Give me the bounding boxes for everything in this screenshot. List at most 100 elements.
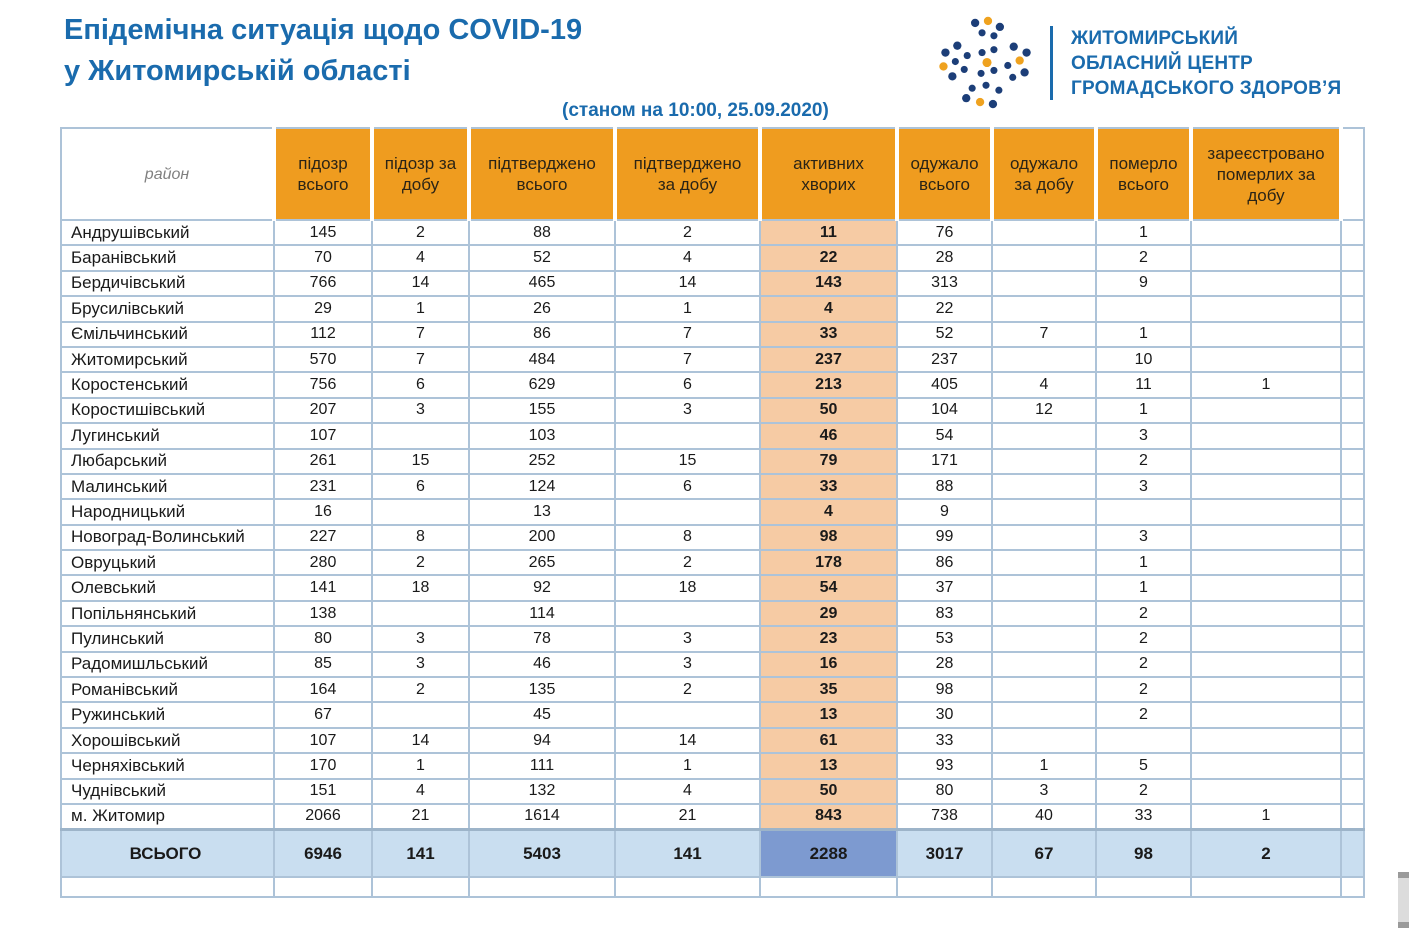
active-cases-cell: 13: [759, 752, 898, 780]
sliver-cell: [1340, 472, 1365, 501]
value-cell: 4: [614, 777, 761, 805]
org-name: ЖИТОМИРСЬКИЙ ОБЛАСНИЙ ЦЕНТР ГРОМАДСЬКОГО…: [1071, 26, 1341, 101]
sliver-cell: [1340, 218, 1365, 247]
value-cell: 29: [273, 295, 373, 323]
value-cell: 4: [371, 244, 470, 272]
org-logo: ЖИТОМИРСЬКИЙ ОБЛАСНИЙ ЦЕНТР ГРОМАДСЬКОГО…: [936, 16, 1341, 110]
sliver-cell: [1340, 650, 1365, 679]
active-cases-cell: 50: [759, 396, 898, 425]
value-cell: 756: [273, 371, 373, 399]
value-cell: 46: [468, 650, 616, 679]
column-header: підтверджено всього: [467, 127, 617, 221]
value-cell: 265: [468, 549, 616, 577]
vertical-scrollbar[interactable]: [1398, 872, 1409, 928]
value-cell: 2: [371, 549, 470, 577]
region-cell: Хорошівський: [60, 726, 275, 755]
value-cell: 18: [614, 574, 761, 602]
value-cell: [1190, 726, 1342, 755]
value-cell: 227: [273, 523, 373, 552]
value-cell: 3: [614, 650, 761, 679]
value-cell: [371, 701, 470, 729]
value-cell: [371, 599, 470, 628]
value-cell: 80: [896, 777, 993, 805]
value-cell: 261: [273, 447, 373, 475]
table-row: Ємільчинський 112 7 86 7 33 52 7 1: [60, 320, 1365, 348]
column-header-sliver: [1340, 127, 1365, 221]
value-cell: 313: [896, 269, 993, 298]
value-cell: 52: [896, 320, 993, 348]
column-header: зареєстровано померлих за добу: [1189, 127, 1343, 221]
value-cell: [1190, 701, 1342, 729]
value-cell: [371, 876, 470, 899]
region-cell: Овруцький: [60, 549, 275, 577]
region-cell: [60, 876, 275, 899]
value-cell: 37: [896, 574, 993, 602]
value-cell: 1: [614, 752, 761, 780]
value-cell: 3017: [896, 827, 993, 879]
value-cell: 107: [273, 422, 373, 450]
value-cell: [1190, 498, 1342, 526]
table-row: Черняхівський 170 1 111 1 13 93 1 5: [60, 752, 1365, 780]
value-cell: 80: [273, 625, 373, 653]
sliver-cell: [1340, 371, 1365, 399]
value-cell: 7: [371, 320, 470, 348]
value-cell: [1190, 549, 1342, 577]
sliver-cell: [1340, 676, 1365, 704]
table-row: Ружинський 67 45 13 30 2: [60, 701, 1365, 729]
table-row: Хорошівський 107 14 94 14 61 33: [60, 726, 1365, 755]
value-cell: [1190, 752, 1342, 780]
active-cases-cell: 61: [759, 726, 898, 755]
value-cell: 3: [614, 396, 761, 425]
org-name-line3: ГРОМАДСЬКОГО ЗДОРОВ’Я: [1071, 77, 1342, 99]
value-cell: 1: [1095, 320, 1192, 348]
value-cell: 7: [614, 320, 761, 348]
value-cell: 738: [896, 802, 993, 831]
table-row: м. Житомир 2066 21 1614 21 843 738 40 33 1: [60, 802, 1365, 831]
value-cell: 30: [896, 701, 993, 729]
value-cell: 92: [468, 574, 616, 602]
value-cell: 70: [273, 244, 373, 272]
value-cell: 1: [371, 752, 470, 780]
value-cell: 33: [1095, 802, 1192, 831]
org-name-line2: ОБЛАСНИЙ ЦЕНТР: [1071, 52, 1253, 74]
value-cell: 7: [371, 345, 470, 374]
value-cell: 28: [896, 244, 993, 272]
value-cell: [1190, 876, 1342, 899]
total-row: ВСЬОГО 6946 141 5403 141 2288 3017 67 98 2: [60, 827, 1365, 879]
region-cell: Малинський: [60, 472, 275, 501]
value-cell: [991, 549, 1097, 577]
region-cell: Баранівський: [60, 244, 275, 272]
region-cell: Ємільчинський: [60, 320, 275, 348]
value-cell: 107: [273, 726, 373, 755]
value-cell: [991, 574, 1097, 602]
covid-table-header: район підозр всього підозр за добу підтвер…: [60, 127, 1365, 221]
sliver-cell: [1340, 549, 1365, 577]
sliver-cell: [1340, 244, 1365, 272]
value-cell: 1: [1095, 218, 1192, 247]
value-cell: [991, 676, 1097, 704]
value-cell: 99: [896, 523, 993, 552]
value-cell: 465: [468, 269, 616, 298]
value-cell: [991, 650, 1097, 679]
sliver-cell: [1340, 396, 1365, 425]
value-cell: 1: [1190, 371, 1342, 399]
value-cell: 231: [273, 472, 373, 501]
value-cell: [1190, 244, 1342, 272]
value-cell: 2066: [273, 802, 373, 831]
value-cell: 93: [896, 752, 993, 780]
table-row: Новоград-Волинський 227 8 200 8 98 99 3: [60, 523, 1365, 552]
value-cell: 10: [1095, 345, 1192, 374]
table-row: Романівський 164 2 135 2 35 98 2: [60, 676, 1365, 704]
sliver-cell: [1340, 295, 1365, 323]
column-header: померло всього: [1094, 127, 1193, 221]
table-row: Попільнянський 138 114 29 83 2: [60, 599, 1365, 628]
value-cell: 3: [371, 396, 470, 425]
value-cell: 2: [371, 676, 470, 704]
value-cell: 7: [614, 345, 761, 374]
value-cell: 21: [614, 802, 761, 831]
value-cell: [991, 244, 1097, 272]
value-cell: [1190, 472, 1342, 501]
value-cell: 3: [614, 625, 761, 653]
value-cell: 86: [468, 320, 616, 348]
logo-divider: [1050, 26, 1053, 100]
